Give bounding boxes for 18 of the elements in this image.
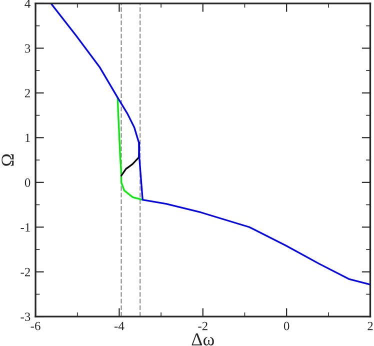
y-tick-label: 0 [24, 178, 30, 187]
x-tick-label: -4 [114, 322, 124, 330]
y-tick-label: 2 [24, 88, 30, 98]
y-tick-label: -3 [20, 312, 30, 322]
line-series [116, 96, 144, 201]
y-tick-label: -1 [20, 223, 30, 232]
x-tick-label: 0 [284, 322, 290, 330]
line-series [50, 3, 370, 286]
x-tick-label: -2 [198, 322, 208, 330]
y-tick-label: 3 [25, 44, 30, 53]
y-tick-label: 4 [24, 0, 30, 8]
x-tick-label: 2 [368, 322, 373, 330]
x-tick-label: -6 [30, 322, 40, 330]
y-axis-title: Ω [2, 154, 14, 166]
x-axis-title: Δω [192, 333, 214, 346]
y-tick-label: 1 [26, 134, 30, 142]
line-series [120, 142, 140, 177]
y-tick-label: -2 [20, 268, 30, 276]
